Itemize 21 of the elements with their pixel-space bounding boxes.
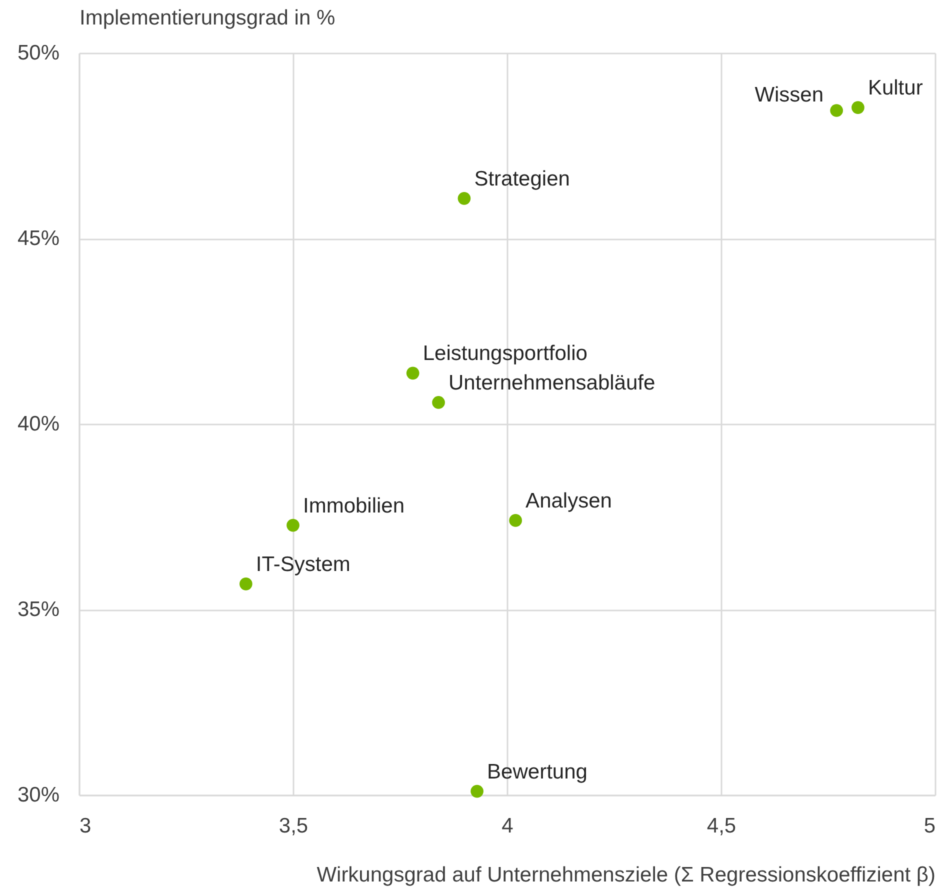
- x-tick-label: 3: [80, 814, 92, 838]
- y-tick-label: 40%: [17, 412, 60, 436]
- x-tick-label: 5: [924, 814, 936, 838]
- annotation: Leistungsportfolio: [422, 342, 588, 366]
- annotation: Immobilien: [303, 494, 405, 518]
- y-tick-label: 45%: [17, 227, 60, 250]
- x-tick-label: 3,5: [278, 814, 308, 838]
- annotation: Analysen: [526, 489, 612, 512]
- x-tick-label: 4: [502, 814, 514, 838]
- y-axis-title: Implementierungsgrad in %: [80, 6, 336, 30]
- annotation: Wissen: [754, 84, 824, 107]
- annotation: Bewertung: [487, 760, 588, 784]
- annotation: IT-System: [256, 552, 350, 576]
- annotation: Kultur: [868, 76, 923, 100]
- y-tick-label: 50%: [17, 42, 60, 64]
- annotation: Unternehmensabläufe: [448, 371, 656, 394]
- x-axis-title: Wirkungsgrad auf Unternehmensziele (Σ Regressionskoeffizient β): [316, 864, 936, 886]
- y-tick-label: 30%: [17, 784, 60, 806]
- annotation: Strategien: [474, 167, 570, 190]
- x-tick-label: 4,5: [706, 814, 736, 838]
- y-tick-label: 35%: [17, 598, 60, 621]
